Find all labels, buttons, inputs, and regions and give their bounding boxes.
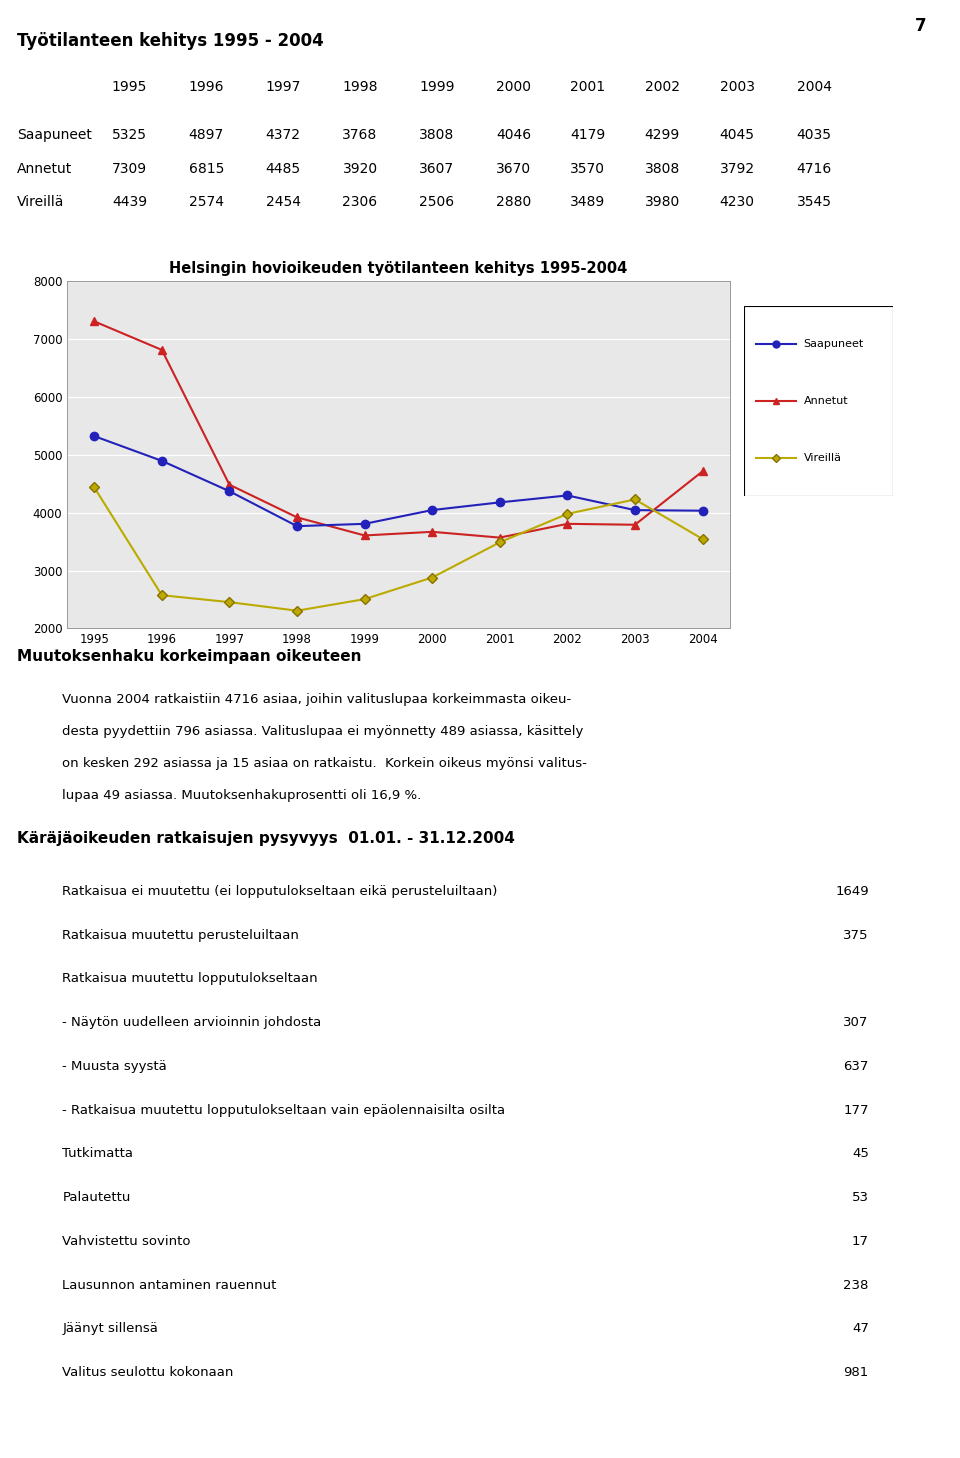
Text: Valitus seulottu kokonaan: Valitus seulottu kokonaan — [62, 1366, 234, 1379]
Text: 3792: 3792 — [720, 162, 755, 176]
Text: 2454: 2454 — [266, 195, 300, 210]
Text: Vahvistettu sovinto: Vahvistettu sovinto — [62, 1235, 191, 1248]
Text: 3808: 3808 — [645, 162, 680, 176]
Text: - Ratkaisua muutettu lopputulokseltaan vain epäolennaisilta osilta: - Ratkaisua muutettu lopputulokseltaan v… — [62, 1104, 506, 1117]
Text: 7: 7 — [915, 17, 926, 35]
Text: Palautettu: Palautettu — [62, 1191, 131, 1204]
Text: on kesken 292 asiassa ja 15 asiaa on ratkaistu.  Korkein oikeus myönsi valitus-: on kesken 292 asiassa ja 15 asiaa on rat… — [62, 757, 588, 770]
Text: Jäänyt sillensä: Jäänyt sillensä — [62, 1322, 158, 1336]
Text: 2506: 2506 — [420, 195, 454, 210]
Text: 2001: 2001 — [570, 80, 605, 95]
Text: 1995: 1995 — [112, 80, 147, 95]
Text: 3670: 3670 — [496, 162, 531, 176]
Text: 2880: 2880 — [496, 195, 531, 210]
Text: Työtilanteen kehitys 1995 - 2004: Työtilanteen kehitys 1995 - 2004 — [17, 32, 324, 50]
Text: 7309: 7309 — [112, 162, 147, 176]
Text: Annetut: Annetut — [17, 162, 73, 176]
FancyBboxPatch shape — [744, 306, 893, 496]
Text: Ratkaisua muutettu perusteluiltaan: Ratkaisua muutettu perusteluiltaan — [62, 929, 300, 942]
Text: 307: 307 — [844, 1016, 869, 1029]
Text: 3489: 3489 — [570, 195, 605, 210]
Title: Helsingin hovioikeuden työtilanteen kehitys 1995-2004: Helsingin hovioikeuden työtilanteen kehi… — [169, 261, 628, 276]
Text: 177: 177 — [843, 1104, 869, 1117]
Text: lupaa 49 asiassa. Muutoksenhakuprosentti oli 16,9 %.: lupaa 49 asiassa. Muutoksenhakuprosentti… — [62, 789, 421, 802]
Text: - Muusta syystä: - Muusta syystä — [62, 1060, 167, 1073]
Text: 6815: 6815 — [189, 162, 224, 176]
Text: Vireillä: Vireillä — [804, 453, 842, 462]
Text: 3607: 3607 — [420, 162, 454, 176]
Text: 4716: 4716 — [797, 162, 831, 176]
Text: 4179: 4179 — [570, 128, 605, 143]
Text: 1998: 1998 — [343, 80, 377, 95]
Text: 4230: 4230 — [720, 195, 755, 210]
Text: 238: 238 — [844, 1279, 869, 1292]
Text: Lausunnon antaminen rauennut: Lausunnon antaminen rauennut — [62, 1279, 276, 1292]
Text: 1649: 1649 — [835, 885, 869, 898]
Text: 4372: 4372 — [266, 128, 300, 143]
Text: 53: 53 — [852, 1191, 869, 1204]
Text: Ratkaisua muutettu lopputulokseltaan: Ratkaisua muutettu lopputulokseltaan — [62, 972, 318, 986]
Text: 2002: 2002 — [645, 80, 680, 95]
Text: Tutkimatta: Tutkimatta — [62, 1147, 133, 1161]
Text: 17: 17 — [852, 1235, 869, 1248]
Text: Saapuneet: Saapuneet — [804, 340, 864, 348]
Text: 47: 47 — [852, 1322, 869, 1336]
Text: 2000: 2000 — [496, 80, 531, 95]
Text: 2306: 2306 — [343, 195, 377, 210]
Text: 1999: 1999 — [420, 80, 454, 95]
Text: 2003: 2003 — [720, 80, 755, 95]
Text: 4046: 4046 — [496, 128, 531, 143]
Text: Ratkaisua ei muutettu (ei lopputulokseltaan eikä perusteluiltaan): Ratkaisua ei muutettu (ei lopputulokselt… — [62, 885, 498, 898]
Text: 1997: 1997 — [266, 80, 300, 95]
Text: 1996: 1996 — [189, 80, 224, 95]
Text: 4485: 4485 — [266, 162, 300, 176]
Text: Annetut: Annetut — [804, 397, 848, 405]
Text: 3545: 3545 — [797, 195, 831, 210]
Text: 3768: 3768 — [343, 128, 377, 143]
Text: Vuonna 2004 ratkaistiin 4716 asiaa, joihin valituslupaa korkeimmasta oikeu-: Vuonna 2004 ratkaistiin 4716 asiaa, joih… — [62, 693, 571, 706]
Text: 4299: 4299 — [645, 128, 680, 143]
Text: 3570: 3570 — [570, 162, 605, 176]
Text: 2004: 2004 — [797, 80, 831, 95]
Text: 981: 981 — [844, 1366, 869, 1379]
Text: desta pyydettiin 796 asiassa. Valituslupaa ei myönnetty 489 asiassa, käsittely: desta pyydettiin 796 asiassa. Valituslup… — [62, 725, 584, 738]
Text: 3920: 3920 — [343, 162, 377, 176]
Text: Saapuneet: Saapuneet — [17, 128, 92, 143]
Text: 3980: 3980 — [645, 195, 680, 210]
Text: Vireillä: Vireillä — [17, 195, 64, 210]
Text: 3808: 3808 — [420, 128, 454, 143]
Text: 375: 375 — [843, 929, 869, 942]
Text: 5325: 5325 — [112, 128, 147, 143]
Text: 2574: 2574 — [189, 195, 224, 210]
Text: Muutoksenhaku korkeimpaan oikeuteen: Muutoksenhaku korkeimpaan oikeuteen — [17, 649, 362, 663]
Text: 4035: 4035 — [797, 128, 831, 143]
Text: 4439: 4439 — [112, 195, 147, 210]
Text: - Näytön uudelleen arvioinnin johdosta: - Näytön uudelleen arvioinnin johdosta — [62, 1016, 322, 1029]
Text: Käräjäoikeuden ratkaisujen pysyvyys  01.01. - 31.12.2004: Käräjäoikeuden ratkaisujen pysyvyys 01.0… — [17, 831, 516, 846]
Text: 4897: 4897 — [189, 128, 224, 143]
Text: 4045: 4045 — [720, 128, 755, 143]
Text: 637: 637 — [844, 1060, 869, 1073]
Text: 45: 45 — [852, 1147, 869, 1161]
